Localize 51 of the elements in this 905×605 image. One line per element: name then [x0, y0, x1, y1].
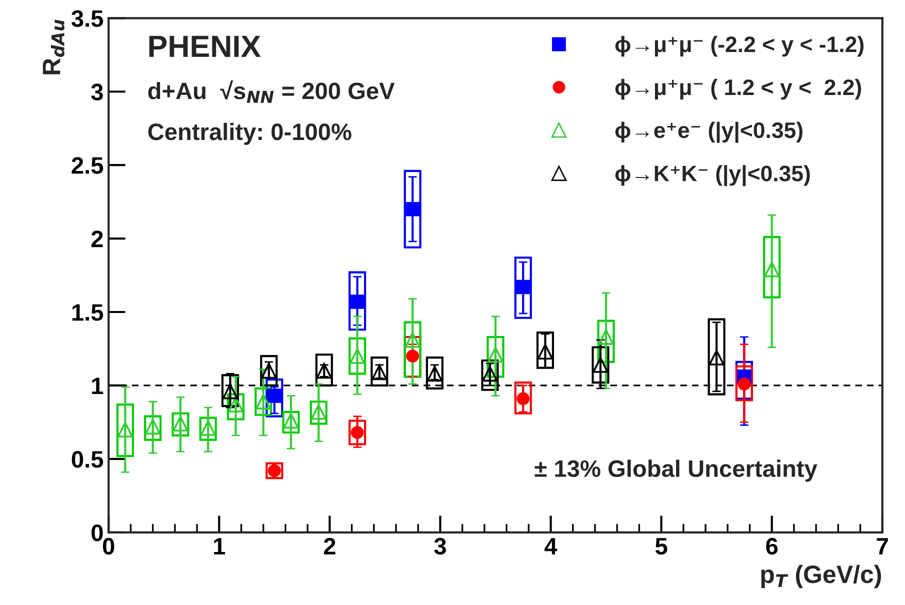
- y-axis-title: R$_{dAu}$: [42, 20, 64, 74]
- legend-label: ϕ→K⁺K⁻ (|y|<0.35): [615, 165, 810, 186]
- point: [405, 202, 420, 216]
- annotation: Centrality: 0-100%: [148, 122, 352, 145]
- bar: [282, 410, 300, 434]
- bar: [348, 420, 366, 446]
- y-tick-label: 3: [91, 84, 103, 100]
- bar: [348, 337, 366, 375]
- bar: [266, 378, 284, 418]
- y-tick-label: 2.5: [72, 157, 104, 174]
- x-tick-label: 0: [102, 538, 114, 555]
- legend-label: ϕ→e⁺e⁻ (|y|<0.35): [615, 122, 802, 143]
- x-tick-label: 1: [214, 538, 226, 554]
- y-tick-label: 1.5: [72, 304, 104, 321]
- y-tick-label: 3.5: [71, 10, 104, 27]
- y-tick-label: 1: [92, 378, 104, 394]
- annotation: PHENIX: [149, 36, 261, 57]
- bar: [536, 332, 554, 369]
- x-tick-label: 2: [324, 538, 336, 554]
- bar: [310, 400, 328, 425]
- x-tick-label: 7: [876, 538, 888, 554]
- bar: [254, 387, 272, 416]
- point: [708, 350, 724, 366]
- bar: [172, 412, 190, 436]
- bar: [514, 256, 532, 319]
- point: [350, 294, 364, 309]
- legend-label: ϕ→μ⁺μ⁻ ( 1.2 < y < 2.2): [615, 78, 862, 100]
- bar: [404, 170, 422, 248]
- annotation: ± 13% Global Uncertainty: [534, 460, 818, 482]
- x-tick-label: 4: [544, 538, 558, 554]
- x-axis-title: p$_{T}$ (GeV/c): [761, 564, 881, 588]
- y-tick-label: 0: [92, 524, 103, 542]
- bar: [226, 393, 245, 420]
- bar: [404, 321, 422, 378]
- bar: [486, 336, 504, 378]
- x-tick-label: 5: [655, 538, 668, 555]
- legend-label: ϕ→μ⁺μ⁻ (-2.2 < y < -1.2): [615, 36, 864, 57]
- bar: [144, 415, 162, 441]
- x-tick-label: 3: [434, 538, 446, 555]
- bar: [348, 271, 366, 331]
- bar: [116, 404, 134, 458]
- annotation: d+Au √s$_{NN}$ = 200 GeV: [148, 80, 395, 103]
- bar: [763, 236, 781, 298]
- y-tick-label: 2: [91, 230, 103, 248]
- bar: [597, 320, 615, 364]
- point: [404, 332, 420, 348]
- bar: [514, 381, 532, 414]
- y-tick-label: 0.5: [72, 451, 104, 468]
- bar: [199, 416, 217, 441]
- point: [516, 280, 530, 294]
- x-tick-label: 6: [766, 538, 778, 555]
